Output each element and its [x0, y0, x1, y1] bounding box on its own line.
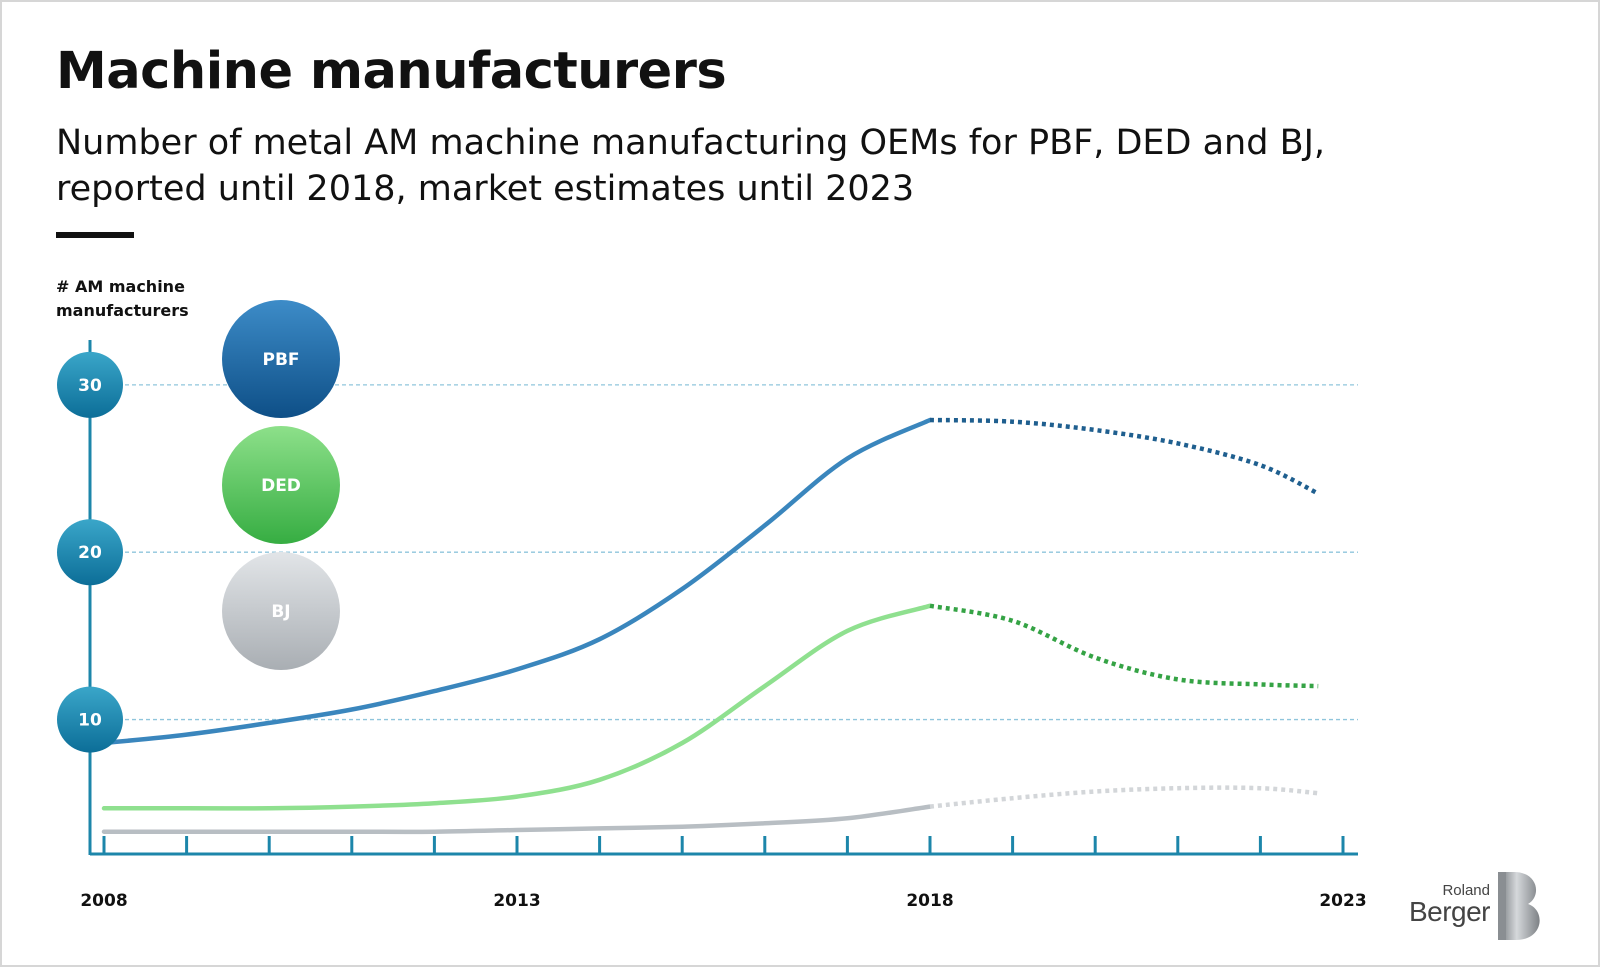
logo-b-mark-icon: [1498, 872, 1540, 940]
pbf-reported-line: [101, 417, 933, 746]
axes: [88, 340, 1358, 856]
legend-pbf-label: PBF: [262, 350, 299, 370]
y-tick-label: 10: [78, 711, 102, 731]
page-title: Machine manufacturers: [56, 42, 727, 101]
legend-bj-label: BJ: [271, 602, 290, 622]
logo-text-berger: Berger: [1408, 896, 1491, 927]
y-tick-bubble: [57, 351, 123, 418]
y-tick-bubbles: 10 20 30: [57, 351, 123, 753]
legend-ded-circle: [222, 426, 340, 544]
y-tick-bubble: [57, 519, 123, 586]
pbf-estimate-line: [929, 417, 1320, 496]
legend-pbf-circle: [222, 300, 340, 418]
series-lines: [101, 417, 1320, 835]
bj-reported-line: [101, 804, 933, 835]
logo-text-roland: Roland: [1442, 882, 1490, 899]
x-tick-label: 2008: [80, 891, 127, 911]
y-axis-title-line-2: manufacturers: [56, 301, 189, 320]
x-tick-label: 2018: [906, 891, 953, 911]
x-tick-labels: 2008 2013 2018 2023: [80, 891, 1366, 911]
bj-estimate-line: [929, 785, 1319, 809]
legend-ded-label: DED: [261, 476, 301, 496]
legend: PBF DED BJ: [222, 300, 340, 670]
roland-berger-logo: Roland Berger: [1398, 868, 1548, 944]
x-tick-label: 2023: [1319, 891, 1366, 911]
legend-bj-circle: [222, 552, 340, 670]
y-tick-label: 20: [78, 543, 102, 563]
page-subtitle: Number of metal AM machine manufacturing…: [56, 123, 1326, 209]
ded-estimate-line: [929, 603, 1319, 689]
ded-reported-line: [101, 603, 933, 811]
y-tick-label: 30: [78, 376, 102, 396]
title-underline: [56, 232, 134, 238]
y-tick-bubble: [57, 686, 123, 753]
x-tick-label: 2013: [493, 891, 540, 911]
y-axis-title-line-1: # AM machine: [56, 277, 185, 296]
